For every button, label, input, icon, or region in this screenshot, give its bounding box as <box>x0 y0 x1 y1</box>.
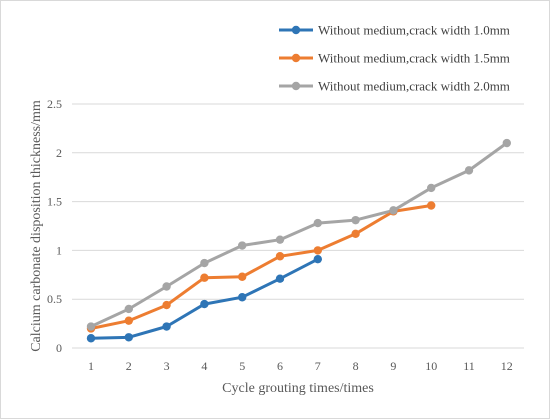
series-2-point <box>124 316 133 325</box>
series-line-2 <box>89 204 433 330</box>
series-1-point <box>275 274 285 283</box>
x-tick-labels: 1 2 3 4 5 6 7 8 9 10 11 12 <box>88 359 513 373</box>
y-tick-label: 2.5 <box>47 97 62 111</box>
series-2-point <box>200 273 209 282</box>
series-2-point <box>427 201 436 210</box>
series-3-point <box>275 235 285 244</box>
series-3-point <box>351 215 360 225</box>
y-tick-label: 0 <box>56 341 62 355</box>
series-3-point <box>124 304 133 314</box>
series-2-point <box>238 272 247 281</box>
series-2-point <box>275 252 285 261</box>
x-tick-label: 2 <box>126 359 132 373</box>
series-lines <box>89 141 509 340</box>
legend-marker-3 <box>291 81 301 91</box>
series-1-point <box>124 333 133 342</box>
x-tick-label: 3 <box>164 359 170 373</box>
series-1-point <box>86 334 96 343</box>
x-tick-label: 10 <box>425 359 437 373</box>
series-3-point <box>502 138 511 148</box>
series-line-3 <box>89 141 509 328</box>
x-tick-label: 1 <box>88 359 94 373</box>
series-1-point <box>200 299 209 309</box>
legend-label-1: Without medium,crack width 1.0mm <box>318 23 510 38</box>
series-3-point <box>464 166 474 175</box>
series-1-point <box>162 322 171 331</box>
x-tick-label: 4 <box>201 359 207 373</box>
legend: Without medium,crack width 1.0mm Without … <box>279 23 510 94</box>
series-3-point <box>162 282 171 291</box>
series-3-point <box>389 206 398 215</box>
series-3-point <box>427 183 436 193</box>
series-2-point <box>313 246 322 255</box>
y-tick-labels: 0 0.5 1 1.5 2 2.5 <box>47 97 62 355</box>
x-tick-label: 7 <box>315 359 321 373</box>
series-3-point <box>86 322 96 331</box>
x-axis-title: Cycle grouting times/times <box>222 381 374 396</box>
x-tick-label: 9 <box>390 359 396 373</box>
series-3-point <box>238 241 247 250</box>
x-tick-label: 5 <box>239 359 245 373</box>
series-points <box>86 138 511 343</box>
legend-label-3: Without medium,crack width 2.0mm <box>318 79 510 94</box>
x-tick-label: 11 <box>463 359 475 373</box>
series-1-point <box>313 254 322 264</box>
series-2-point <box>351 229 360 239</box>
legend-label-2: Without medium,crack width 1.5mm <box>318 51 510 66</box>
y-tick-label: 2 <box>56 146 62 160</box>
y-tick-label: 1.5 <box>47 195 62 209</box>
series-3-point <box>313 218 322 228</box>
x-tick-label: 12 <box>501 359 513 373</box>
y-tick-label: 1 <box>56 243 62 257</box>
y-axis-title: Calcium carbonate disposition thickness/… <box>29 100 44 352</box>
x-tick-label: 6 <box>277 359 283 373</box>
series-3-point <box>200 258 209 268</box>
y-tick-label: 0.5 <box>47 292 62 306</box>
legend-marker-1 <box>291 25 301 35</box>
gridlines <box>72 103 524 349</box>
legend-marker-2 <box>291 53 301 63</box>
series-1-point <box>238 293 247 302</box>
x-tick-label: 8 <box>353 359 359 373</box>
series-2-point <box>162 300 171 310</box>
